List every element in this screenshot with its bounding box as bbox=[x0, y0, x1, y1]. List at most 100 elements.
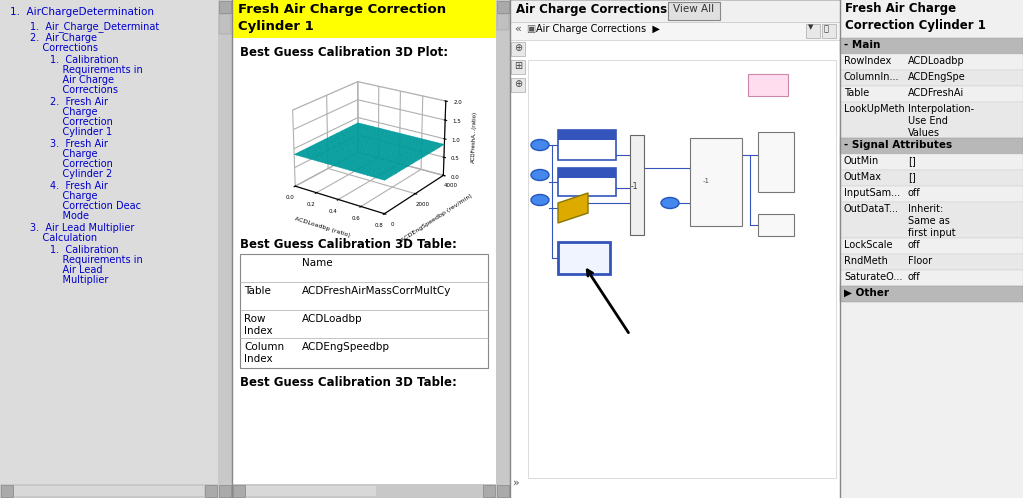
Text: ⊞: ⊞ bbox=[514, 61, 522, 71]
Bar bbox=[840, 54, 1023, 70]
Text: Name: Name bbox=[302, 258, 332, 268]
Bar bbox=[512, 78, 525, 92]
Text: 1.  Calibration: 1. Calibration bbox=[50, 55, 119, 65]
Ellipse shape bbox=[531, 195, 549, 206]
Text: Correction: Correction bbox=[50, 117, 113, 127]
Bar bbox=[219, 1, 231, 13]
Bar bbox=[232, 484, 496, 498]
Bar bbox=[840, 202, 1023, 238]
Text: Charge: Charge bbox=[50, 149, 97, 159]
Text: Best Guess Calibration 3D Table:: Best Guess Calibration 3D Table: bbox=[240, 376, 457, 389]
Text: Cylinder 1: Cylinder 1 bbox=[50, 127, 113, 137]
Text: LookUpMeth: LookUpMeth bbox=[844, 104, 904, 114]
Bar bbox=[840, 170, 1023, 186]
Bar bbox=[840, 102, 1023, 138]
Bar bbox=[0, 0, 232, 498]
Bar bbox=[558, 168, 616, 178]
Text: RndMeth: RndMeth bbox=[844, 256, 888, 266]
Text: Corrections: Corrections bbox=[30, 43, 98, 53]
Text: View All: View All bbox=[673, 4, 714, 14]
Bar bbox=[822, 24, 836, 38]
Text: Corrections: Corrections bbox=[50, 85, 118, 95]
Text: Air Charge: Air Charge bbox=[50, 75, 114, 85]
Bar bbox=[840, 86, 1023, 102]
Text: Interpolation-
Use End
Values: Interpolation- Use End Values bbox=[908, 104, 974, 138]
Bar bbox=[205, 485, 217, 497]
Text: 3.  Fresh Air: 3. Fresh Air bbox=[50, 139, 107, 149]
Bar bbox=[219, 485, 231, 497]
Bar bbox=[840, 154, 1023, 170]
Text: -1: -1 bbox=[631, 182, 638, 191]
Text: Best Guess Calibration 3D Table:: Best Guess Calibration 3D Table: bbox=[240, 238, 457, 251]
Bar bbox=[758, 214, 794, 236]
Bar bbox=[528, 60, 836, 478]
Text: Multiplier: Multiplier bbox=[50, 275, 108, 285]
Bar bbox=[512, 60, 525, 74]
Bar bbox=[0, 484, 218, 498]
Bar bbox=[558, 130, 616, 140]
Bar bbox=[483, 485, 495, 497]
Bar bbox=[219, 14, 231, 34]
Bar bbox=[497, 14, 509, 30]
Text: Fresh Air Charge
Correction Cylinder 1: Fresh Air Charge Correction Cylinder 1 bbox=[845, 2, 986, 31]
Bar bbox=[510, 0, 840, 498]
Bar bbox=[240, 254, 488, 368]
Bar bbox=[630, 135, 644, 235]
Bar bbox=[758, 132, 794, 192]
Bar bbox=[14, 486, 204, 496]
Ellipse shape bbox=[661, 198, 679, 209]
Text: «: « bbox=[514, 24, 521, 34]
Text: OutMax: OutMax bbox=[844, 172, 882, 182]
Text: Mode: Mode bbox=[50, 211, 89, 221]
Text: 2.  Fresh Air: 2. Fresh Air bbox=[50, 97, 108, 107]
Bar bbox=[512, 42, 525, 56]
Bar bbox=[668, 2, 720, 20]
Bar bbox=[497, 1, 509, 13]
Bar bbox=[840, 138, 1023, 154]
Text: OutMin: OutMin bbox=[844, 156, 879, 166]
Bar bbox=[840, 38, 1023, 54]
Text: Table: Table bbox=[844, 88, 870, 98]
Text: Requirements in: Requirements in bbox=[50, 255, 143, 265]
Text: 3.  Air Lead Multiplier: 3. Air Lead Multiplier bbox=[30, 223, 134, 233]
Text: Table: Table bbox=[244, 286, 271, 296]
Bar bbox=[840, 286, 1023, 302]
Text: Best Guess Calibration 3D Plot:: Best Guess Calibration 3D Plot: bbox=[240, 46, 448, 59]
Text: OutDataT...: OutDataT... bbox=[844, 204, 899, 214]
Text: ⊕: ⊕ bbox=[514, 43, 522, 53]
Text: Column
Index: Column Index bbox=[244, 342, 284, 364]
Text: Air Charge Corrections: Air Charge Corrections bbox=[516, 3, 667, 16]
Bar bbox=[497, 485, 509, 497]
Text: Inherit:
Same as
first input: Inherit: Same as first input bbox=[908, 204, 955, 238]
Bar bbox=[232, 0, 496, 38]
Bar bbox=[232, 0, 510, 498]
Text: SaturateO...: SaturateO... bbox=[844, 272, 902, 282]
Bar bbox=[840, 70, 1023, 86]
Text: ▣: ▣ bbox=[526, 24, 535, 34]
Text: 4.  Fresh Air: 4. Fresh Air bbox=[50, 181, 107, 191]
Text: ACDEngSpe: ACDEngSpe bbox=[908, 72, 966, 82]
Ellipse shape bbox=[531, 169, 549, 180]
Text: 🔍: 🔍 bbox=[824, 24, 829, 33]
Bar bbox=[840, 238, 1023, 254]
Text: »: » bbox=[513, 478, 520, 488]
Text: []: [] bbox=[908, 172, 916, 182]
Text: ColumnIn...: ColumnIn... bbox=[844, 72, 899, 82]
Text: Row
Index: Row Index bbox=[244, 314, 272, 336]
Bar bbox=[840, 270, 1023, 286]
Bar bbox=[558, 168, 616, 196]
Bar bbox=[840, 186, 1023, 202]
Text: 2.  Air Charge: 2. Air Charge bbox=[30, 33, 97, 43]
Text: ACDEngSpeedbp: ACDEngSpeedbp bbox=[302, 342, 390, 352]
Bar bbox=[218, 0, 232, 498]
Text: Correction Deac: Correction Deac bbox=[50, 201, 141, 211]
Polygon shape bbox=[558, 193, 588, 223]
Bar bbox=[840, 254, 1023, 270]
Bar bbox=[690, 138, 742, 226]
Y-axis label: ACDEngSpeedbp (rev/min): ACDEngSpeedbp (rev/min) bbox=[401, 193, 474, 243]
Text: ACDLoadbp: ACDLoadbp bbox=[908, 56, 965, 66]
Text: Floor: Floor bbox=[908, 256, 932, 266]
Text: ACDFreshAirMassCorrMultCy: ACDFreshAirMassCorrMultCy bbox=[302, 286, 451, 296]
Text: 1.  Calibration: 1. Calibration bbox=[50, 245, 119, 255]
Text: - Main: - Main bbox=[844, 40, 881, 50]
